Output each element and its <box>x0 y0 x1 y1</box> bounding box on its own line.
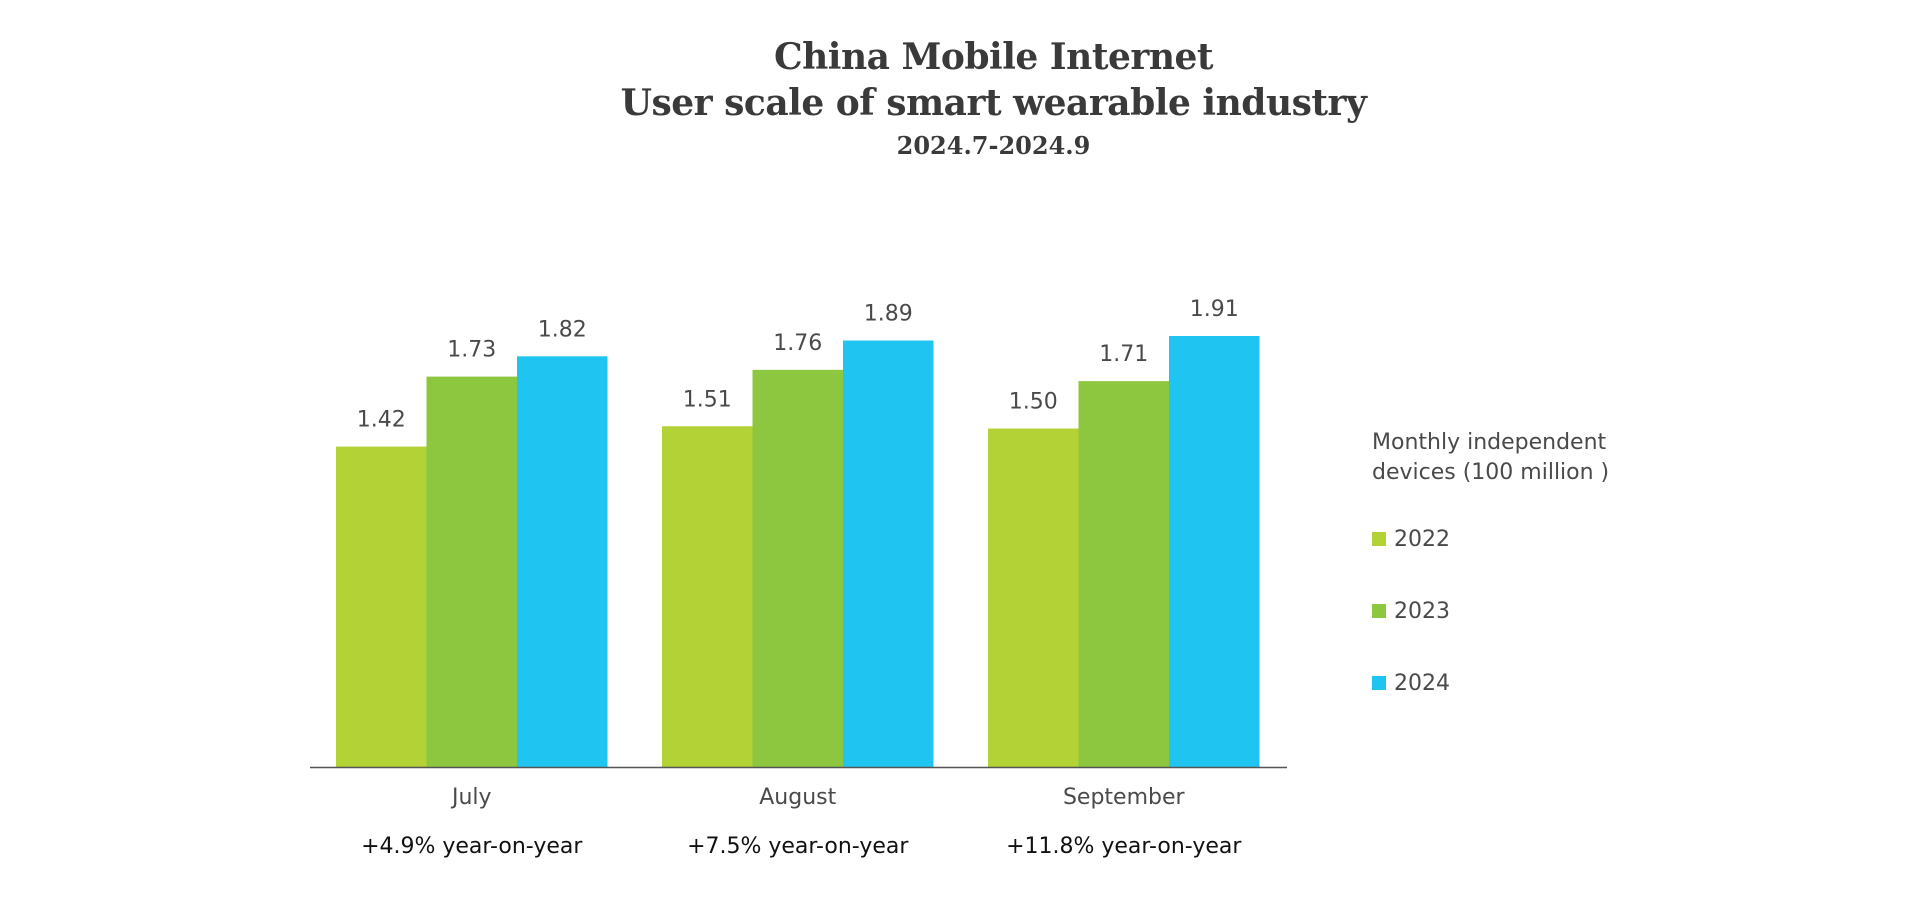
legend-item-2023: 2023 <box>1372 596 1450 626</box>
data-label-september-2022: 1.50 <box>1009 390 1058 415</box>
data-label-august-2024: 1.89 <box>864 302 913 327</box>
legend-item-2022: 2022 <box>1372 524 1450 554</box>
x-tick-label-july: July <box>450 785 492 810</box>
yoy-note-august: +7.5% year-on-year <box>687 834 909 859</box>
chart-title-line-2: User scale of smart wearable industry <box>620 82 1367 124</box>
bar-july-2023 <box>426 376 517 767</box>
legend-swatch-2023 <box>1372 604 1386 618</box>
data-label-august-2023: 1.76 <box>773 331 822 356</box>
yoy-note-september: +11.8% year-on-year <box>1006 834 1242 859</box>
x-tick-label-september: September <box>1063 785 1186 810</box>
legend-label-2024: 2024 <box>1394 670 1450 696</box>
bar-september-2022 <box>988 428 1079 767</box>
bar-july-2022 <box>336 446 427 767</box>
chart-subtitle: 2024.7-2024.9 <box>896 131 1091 160</box>
x-tick-label-august: August <box>759 785 836 810</box>
legend-title: Monthly independent devices (100 million… <box>1372 430 1610 485</box>
legend-item-2024: 2024 <box>1372 668 1450 698</box>
chart-title-line-1: China Mobile Internet <box>773 36 1214 78</box>
legend-label-2022: 2022 <box>1394 526 1450 552</box>
legend-label-2023: 2023 <box>1394 598 1450 624</box>
bar-september-2023 <box>1078 381 1169 767</box>
data-label-july-2023: 1.73 <box>447 338 496 363</box>
data-label-august-2022: 1.51 <box>683 387 732 412</box>
data-label-july-2022: 1.42 <box>357 408 406 433</box>
legend-swatch-2024 <box>1372 676 1386 690</box>
bar-september-2024 <box>1169 336 1260 767</box>
data-label-july-2024: 1.82 <box>538 317 587 342</box>
bar-august-2024 <box>843 340 934 767</box>
bar-august-2023 <box>752 369 843 767</box>
bar-august-2022 <box>662 426 753 767</box>
chart-title-block: China Mobile Internet User scale of smar… <box>0 34 1920 164</box>
legend-swatch-2022 <box>1372 532 1386 546</box>
data-label-september-2024: 1.91 <box>1190 297 1239 322</box>
yoy-note-july: +4.9% year-on-year <box>361 834 583 859</box>
bar-july-2024 <box>517 356 608 767</box>
data-label-september-2023: 1.71 <box>1099 342 1148 367</box>
legend: Monthly independent devices (100 million… <box>1372 428 1672 696</box>
